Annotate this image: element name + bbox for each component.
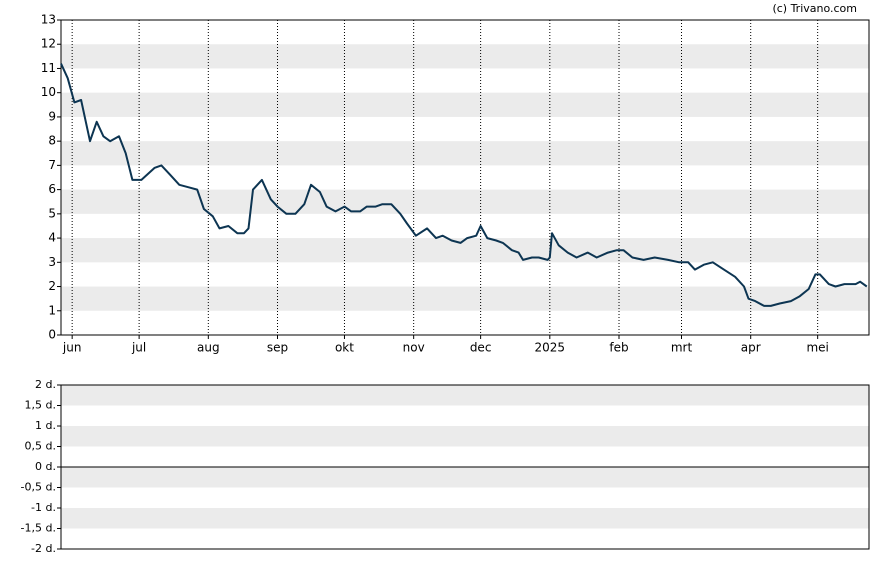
- x-tick-label: jul: [131, 341, 146, 355]
- band: [61, 467, 869, 488]
- band: [61, 141, 869, 166]
- y-tick-label: 2: [48, 279, 56, 293]
- plot-frame: [60, 19, 870, 336]
- band: [61, 92, 869, 117]
- y-tick-label: -2 d.: [31, 542, 56, 555]
- x-tick-label: okt: [335, 341, 354, 355]
- y-tick-label: 7: [48, 158, 56, 172]
- y-tick-label: 11: [41, 61, 56, 75]
- source: (c) Trivano.com: [772, 2, 857, 15]
- x-tick-label: mei: [806, 341, 828, 355]
- y-tick-label: 1: [48, 303, 56, 317]
- x-tick-label: 2025: [535, 341, 566, 355]
- x-tick-label: feb: [609, 341, 628, 355]
- y-tick-label: 0,5 d.: [25, 440, 56, 453]
- y-tick-label: 5: [48, 206, 56, 220]
- y-tick-label: -0,5 d.: [21, 481, 56, 494]
- x-tick-label: mrt: [671, 341, 693, 355]
- band: [61, 189, 869, 214]
- y-tick-label: 12: [41, 37, 56, 51]
- band: [61, 385, 869, 406]
- y-tick-label: 0: [48, 328, 56, 342]
- y-tick-label: 1 d.: [35, 419, 56, 432]
- y-tick-label: 13: [41, 13, 56, 27]
- y-tick-label: 1,5 d.: [25, 399, 56, 412]
- band: [61, 238, 869, 263]
- y-tick-label: -1,5 d.: [21, 522, 56, 535]
- band: [61, 44, 869, 69]
- x-tick-label: dec: [470, 341, 492, 355]
- y-tick-label: 9: [48, 109, 56, 123]
- y-tick-label: 8: [48, 134, 56, 148]
- y-tick-label: -1 d.: [31, 501, 56, 514]
- y-tick-label: 10: [41, 85, 56, 99]
- band: [61, 426, 869, 447]
- y-tick-label: 6: [48, 182, 56, 196]
- x-tick-label: sep: [267, 341, 288, 355]
- x-tick-label: apr: [741, 341, 761, 355]
- y-tick-label: 2 d.: [35, 378, 56, 391]
- x-tick-label: jun: [62, 341, 82, 355]
- y-tick-label: 0 d.: [35, 460, 56, 473]
- y-tick-label: 4: [48, 231, 56, 245]
- x-tick-label: aug: [197, 341, 220, 355]
- price-line: [60, 63, 868, 307]
- x-tick-label: nov: [403, 341, 425, 355]
- y-tick-label: 3: [48, 255, 56, 269]
- plot-frame: [60, 384, 870, 550]
- band: [61, 286, 869, 311]
- band: [61, 508, 869, 529]
